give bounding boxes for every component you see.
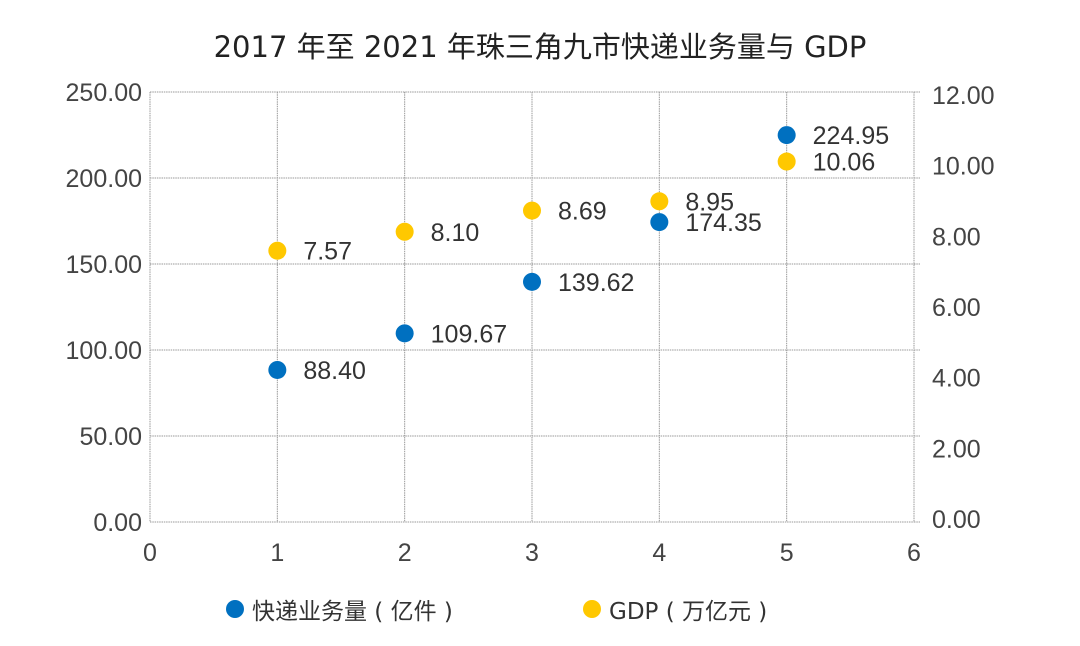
legend-item-gdp: GDP ( 万亿元 ): [583, 592, 767, 626]
chart-title: 2017 年至 2021 年珠三角九市快递业务量与 GDP: [213, 30, 867, 64]
data-label-express-volume: 109.67: [431, 320, 507, 348]
tick-labels: 0.00 50.00 100.00 150.00 200.00 250.00 0 1 2 3 4 5 6…: [66, 79, 995, 567]
y2-tick-label: 6.00: [932, 294, 981, 322]
data-label-express-volume: 88.40: [303, 357, 366, 385]
y-tick-label: 250.00: [66, 79, 142, 107]
point-express-volume: [268, 360, 287, 379]
x-tick-label: 2: [398, 539, 412, 567]
point-express-volume: [395, 324, 414, 343]
y2-tick-label: 12.00: [932, 82, 995, 110]
y2-tick-label: 10.00: [932, 153, 995, 181]
data-label-gdp: 8.10: [431, 219, 480, 247]
point-gdp: [523, 201, 541, 220]
y-tick-label: 50.00: [79, 423, 142, 451]
point-gdp: [395, 222, 414, 241]
x-tick-label: 0: [143, 539, 157, 567]
point-gdp: [650, 192, 669, 211]
point-gdp: [777, 152, 796, 171]
y2-tick-label: 4.00: [932, 365, 981, 393]
data-label-gdp: 8.95: [685, 188, 734, 216]
point-express-volume: [650, 213, 669, 232]
legend-marker-blue: [226, 600, 244, 618]
legend-label-gdp: GDP ( 万亿元 ): [609, 599, 768, 625]
legend-label-express-volume: 快递业务量 ( 亿件 ): [252, 599, 453, 625]
point-express-volume: [523, 272, 541, 291]
x-tick-label: 4: [652, 539, 666, 567]
x-tick-label: 5: [780, 539, 794, 567]
data-label-express-volume: 174.35: [685, 209, 761, 237]
y-tick-label: 150.00: [66, 251, 142, 279]
data-label-gdp: 10.06: [813, 149, 876, 177]
data-labels: 88.40 109.67 139.62 174.35 224.95 7.57 8.10 8.6…: [303, 122, 889, 385]
data-label-express-volume: 139.62: [558, 269, 634, 297]
x-tick-label: 1: [270, 539, 284, 567]
x-tick-label: 6: [907, 539, 921, 567]
y-tick-label: 0.00: [93, 509, 142, 537]
y2-tick-label: 2.00: [932, 435, 981, 463]
grid-layer: [149, 91, 920, 523]
legend-item-express-volume: 快递业务量 ( 亿件 ): [226, 592, 453, 626]
data-label-express-volume: 224.95: [813, 122, 889, 150]
data-label-gdp: 7.57: [303, 238, 352, 266]
y-tick-label: 200.00: [66, 165, 142, 193]
legend-marker-yellow: [583, 600, 601, 618]
y-tick-label: 100.00: [66, 337, 142, 365]
x-tick-label: 3: [525, 539, 539, 567]
point-express-volume: [777, 126, 796, 145]
y2-tick-label: 8.00: [932, 223, 981, 251]
data-points: [268, 126, 796, 379]
point-gdp: [268, 241, 287, 260]
data-label-gdp: 8.69: [558, 198, 607, 226]
y2-tick-label: 0.00: [932, 506, 981, 534]
